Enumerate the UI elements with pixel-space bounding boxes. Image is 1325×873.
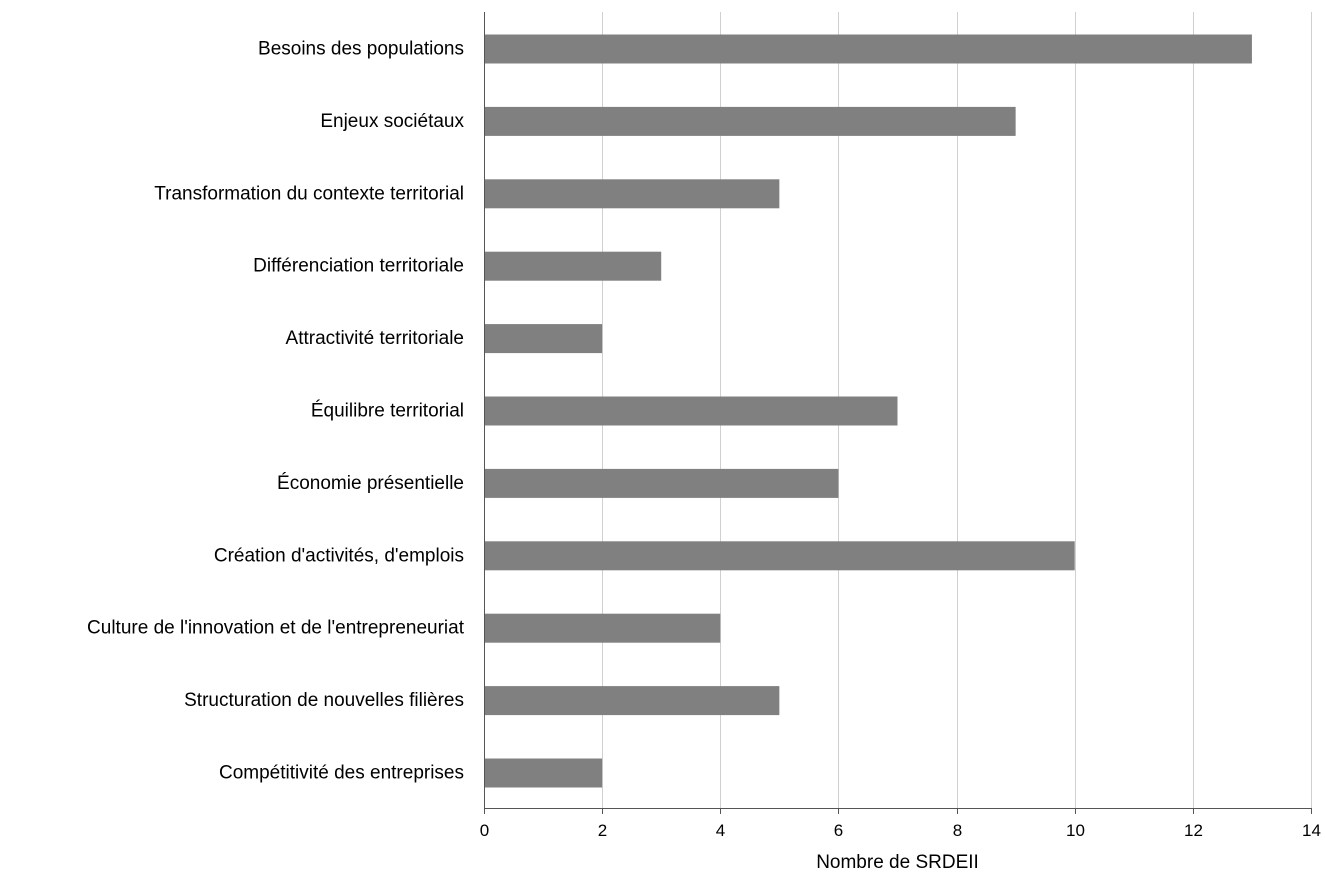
bar-4 (484, 324, 603, 354)
category-label-2: Transformation du contexte territorial (154, 183, 464, 204)
bar-5 (484, 396, 898, 426)
x-tick-label-7: 14 (1302, 821, 1321, 840)
category-label-1: Enjeux sociétaux (320, 111, 464, 132)
x-axis-title: Nombre de SRDEII (816, 852, 979, 873)
x-tick-label-4: 8 (953, 821, 962, 840)
bar-7 (484, 541, 1075, 571)
x-axis: 0 2 4 6 8 10 12 14 (480, 12, 1321, 840)
bars (484, 34, 1252, 788)
x-tick-label-1: 2 (598, 821, 607, 840)
category-labels: Besoins des populations Enjeux sociétaux T… (87, 39, 465, 784)
category-label-10: Compétitivité des entreprises (219, 763, 464, 784)
category-label-4: Attractivité territoriale (286, 328, 464, 349)
bar-0 (484, 34, 1252, 64)
x-tick-label-6: 12 (1184, 821, 1203, 840)
category-label-7: Création d'activités, d'emplois (214, 545, 464, 566)
category-label-9: Structuration de nouvelles filières (184, 690, 464, 711)
bar-9 (484, 686, 780, 716)
category-label-6: Économie présentielle (277, 473, 464, 494)
x-tick-label-2: 4 (716, 821, 725, 840)
bar-3 (484, 251, 662, 281)
bar-8 (484, 613, 721, 643)
bar-2 (484, 179, 780, 209)
x-tick-label-0: 0 (480, 821, 489, 840)
category-label-3: Différenciation territoriale (253, 256, 464, 277)
category-label-5: Équilibre territorial (311, 401, 464, 422)
x-tick-label-5: 10 (1066, 821, 1085, 840)
bar-10 (484, 758, 603, 788)
bar-1 (484, 106, 1016, 136)
category-label-8: Culture de l'innovation et de l'entrepre… (87, 618, 465, 639)
category-label-0: Besoins des populations (258, 39, 464, 60)
x-tick-label-3: 6 (834, 821, 843, 840)
bar-6 (484, 468, 839, 498)
